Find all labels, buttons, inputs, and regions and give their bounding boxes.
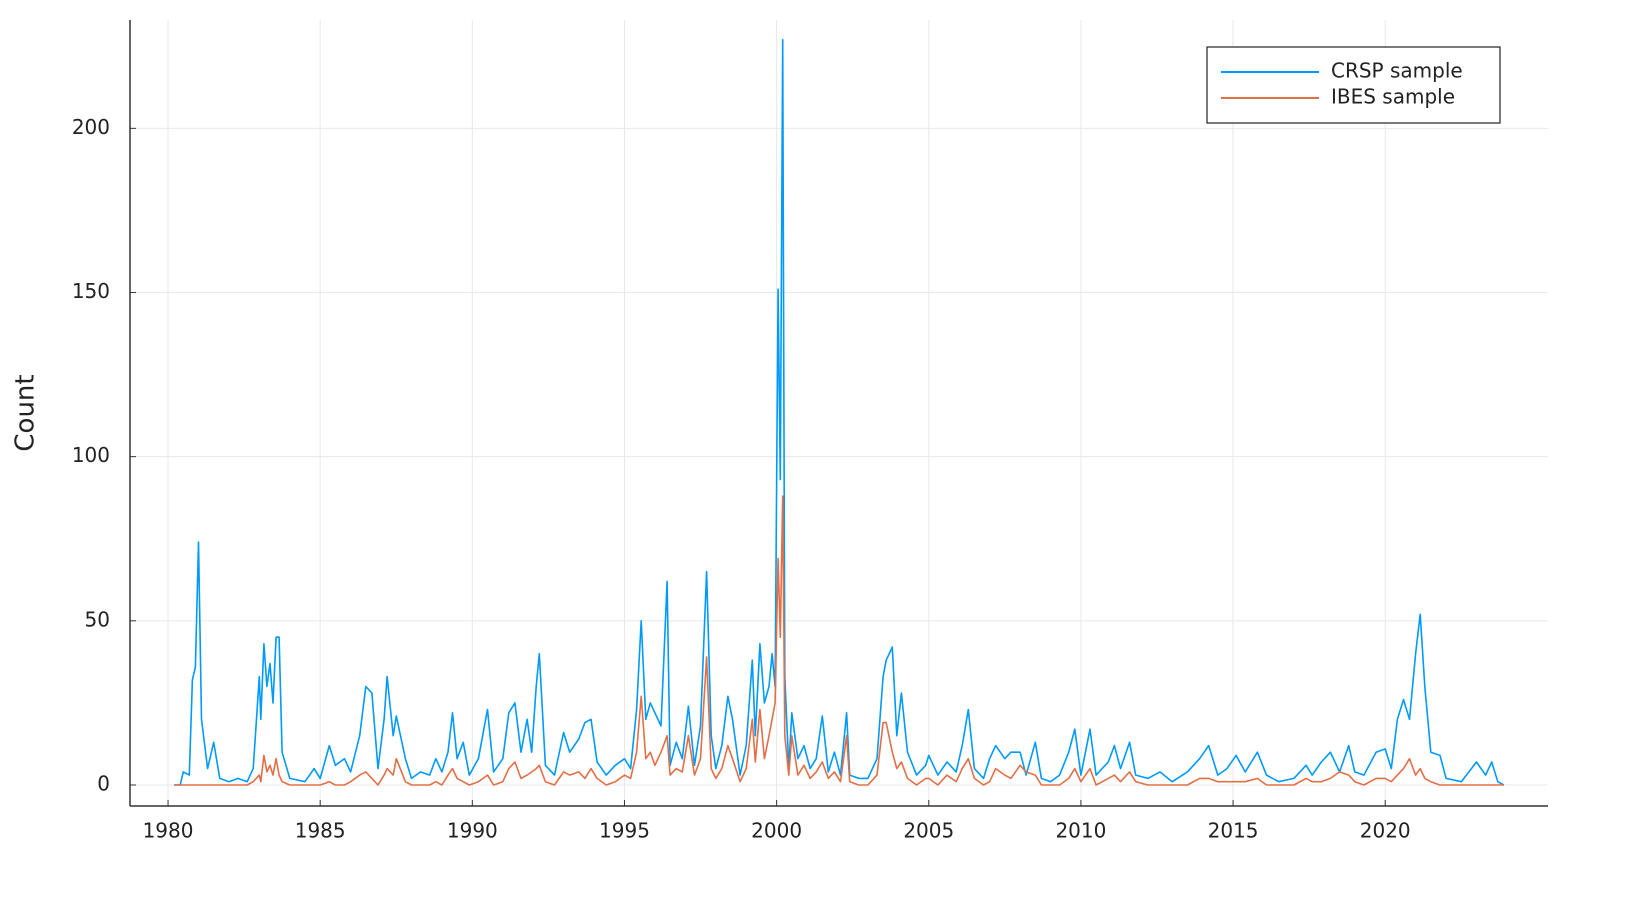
y-tick-label: 0 [97,771,110,795]
series-line [174,38,1505,786]
series-line [174,495,1504,786]
x-tick-label: 2015 [1208,819,1259,843]
x-tick-label: 2010 [1055,819,1106,843]
y-tick-label: 150 [72,279,110,303]
x-tick-label: 2000 [751,819,802,843]
legend-label: IBES sample [1331,85,1455,109]
x-tick-label: 1985 [295,819,346,843]
legend-box [1206,46,1501,124]
y-tick-label: 100 [72,443,110,467]
legend-label: CRSP sample [1331,59,1463,83]
y-tick-label: 50 [85,607,110,631]
x-tick-label: 1980 [143,819,194,843]
x-tick-label: 2020 [1360,819,1411,843]
y-tick-label: 200 [72,115,110,139]
x-tick-label: 1995 [599,819,650,843]
x-tick-label: 1990 [447,819,498,843]
x-tick-label: 2005 [903,819,954,843]
y-axis-label: Count [11,374,41,451]
